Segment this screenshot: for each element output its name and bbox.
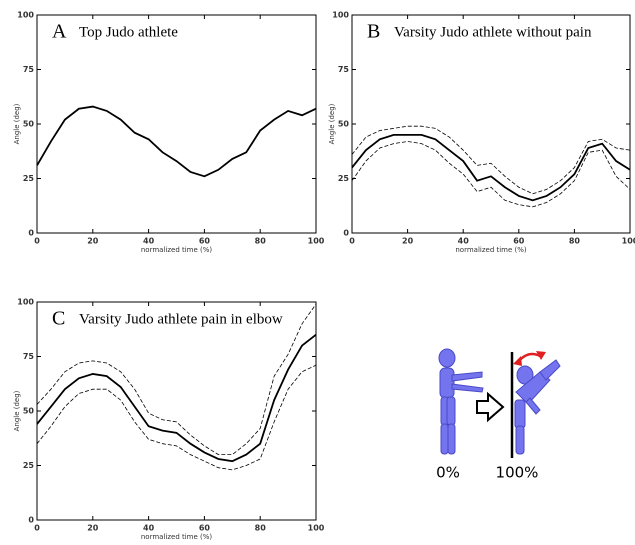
y-tick-label: 100	[332, 11, 349, 20]
y-tick-label: 25	[23, 174, 35, 183]
panel-title: Varsity Judo athlete without pain	[394, 24, 592, 40]
y-tick-label: 75	[23, 352, 35, 361]
x-tick-label: 20	[402, 237, 414, 246]
x-tick-label: 100	[308, 237, 325, 246]
y-tick-label: 50	[23, 407, 35, 416]
panel-letter: B	[367, 21, 380, 43]
x-tick-label: 80	[255, 237, 267, 246]
y-axis-label: Angle (deg)	[13, 103, 21, 144]
y-tick-label: 50	[338, 120, 350, 129]
y-tick-label: 25	[23, 461, 35, 470]
x-tick-label: 40	[143, 237, 155, 246]
x-tick-label: 100	[622, 237, 635, 246]
y-tick-label: 25	[338, 174, 350, 183]
x-tick-label: 60	[513, 237, 525, 246]
y-tick-label: 0	[343, 229, 349, 238]
y-tick-label: 0	[28, 229, 34, 238]
band-line	[36, 364, 317, 471]
mean-line	[36, 105, 317, 178]
x-tick-label: 80	[255, 524, 267, 533]
x-tick-label: 60	[199, 237, 211, 246]
band-line	[36, 303, 317, 455]
label-end: 100%	[496, 464, 539, 482]
mean-line	[36, 333, 317, 463]
x-axis-label: normalized time (%)	[455, 246, 527, 254]
x-tick-label: 20	[87, 237, 99, 246]
x-axis-label: normalized time (%)	[141, 246, 213, 254]
panel-title: Varsity Judo athlete pain in elbow	[79, 311, 283, 327]
y-axis-label: Angle (deg)	[13, 390, 21, 431]
x-tick-label: 0	[349, 237, 355, 246]
x-tick-label: 0	[34, 237, 40, 246]
panel-letter: C	[52, 308, 65, 330]
plot-frame	[36, 14, 317, 234]
y-tick-label: 0	[28, 516, 34, 525]
y-tick-label: 75	[338, 65, 350, 74]
band-line	[351, 141, 631, 208]
x-tick-label: 40	[458, 237, 470, 246]
y-axis-label: Angle (deg)	[328, 103, 336, 144]
x-tick-label: 60	[199, 524, 211, 533]
plot-frame	[351, 14, 631, 234]
x-tick-label: 0	[34, 524, 40, 533]
plot-frame	[36, 301, 317, 521]
panel-title: Top Judo athlete	[79, 24, 178, 40]
x-tick-label: 20	[87, 524, 99, 533]
x-axis-label: normalized time (%)	[141, 533, 213, 541]
x-tick-label: 80	[569, 237, 581, 246]
label-start: 0%	[436, 464, 460, 482]
panel-letter: A	[52, 21, 67, 43]
y-tick-label: 75	[23, 65, 35, 74]
mean-line	[351, 134, 631, 202]
y-tick-label: 100	[17, 11, 34, 20]
x-tick-label: 40	[143, 524, 155, 533]
y-tick-label: 50	[23, 120, 35, 129]
band-line	[351, 125, 631, 195]
y-tick-label: 100	[17, 298, 34, 307]
illustration: 0% 100%	[436, 348, 561, 482]
x-tick-label: 100	[308, 524, 325, 533]
